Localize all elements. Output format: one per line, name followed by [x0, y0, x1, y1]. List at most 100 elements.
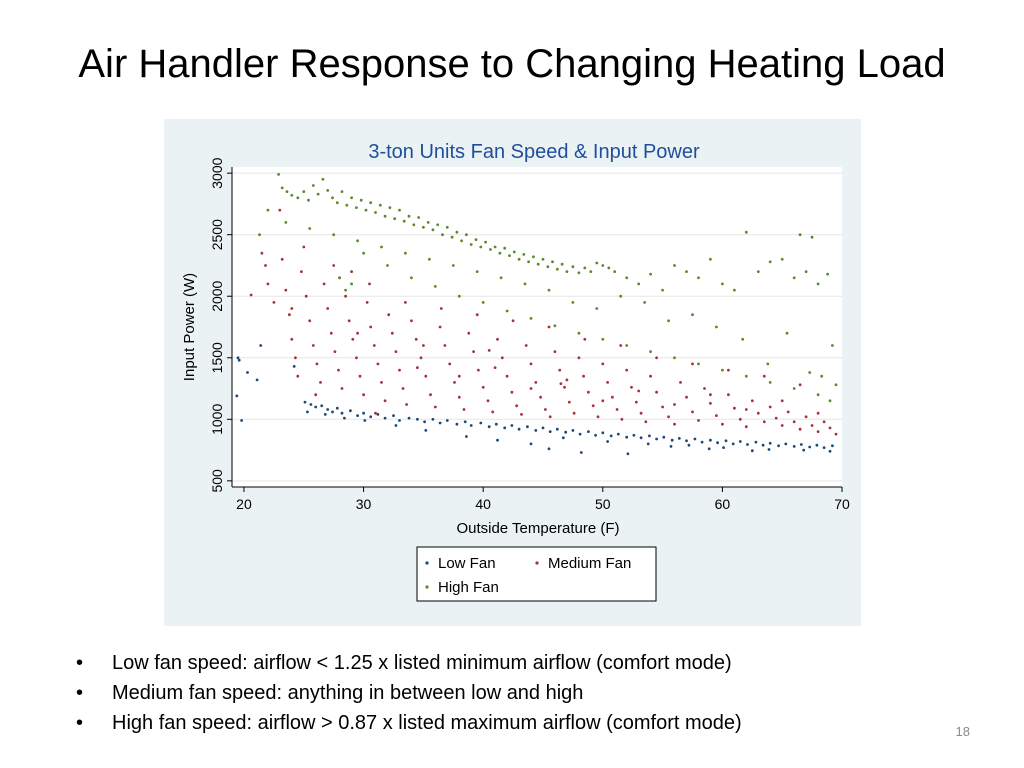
- data-point-high-fan: [302, 190, 306, 193]
- data-point-high-fan: [465, 233, 468, 237]
- data-point-low-fan: [822, 446, 826, 449]
- data-point-high-fan: [804, 270, 808, 273]
- data-point-low-fan: [777, 444, 780, 448]
- data-point-high-fan: [673, 356, 676, 360]
- data-point-low-fan: [362, 411, 365, 415]
- data-point-low-fan: [309, 403, 313, 406]
- data-point-medium-fan: [315, 362, 319, 366]
- data-point-high-fan: [744, 230, 748, 234]
- data-point-high-fan: [643, 301, 646, 304]
- data-point-high-fan: [326, 189, 330, 192]
- data-point-medium-fan: [369, 325, 373, 329]
- data-point-medium-fan: [539, 395, 542, 399]
- data-point-medium-fan: [810, 424, 814, 427]
- data-point-high-fan: [532, 255, 535, 259]
- data-point-medium-fan: [727, 393, 730, 397]
- data-point-low-fan: [236, 356, 240, 360]
- data-point-low-fan: [547, 447, 551, 451]
- data-point-high-fan: [436, 223, 440, 227]
- data-point-medium-fan: [344, 294, 347, 298]
- data-point-low-fan: [526, 425, 529, 429]
- data-point-low-fan: [363, 419, 367, 422]
- data-point-low-fan: [738, 440, 742, 443]
- y-tick-label: 2500: [209, 219, 225, 250]
- data-point-medium-fan: [547, 325, 551, 329]
- data-point-high-fan: [296, 196, 300, 200]
- data-point-medium-fan: [744, 425, 748, 429]
- data-point-low-fan: [802, 448, 806, 452]
- data-point-high-fan: [741, 337, 745, 341]
- data-point-high-fan: [820, 374, 824, 378]
- data-point-medium-fan: [311, 344, 315, 347]
- data-point-low-fan: [754, 440, 758, 444]
- data-point-high-fan: [792, 387, 796, 390]
- data-point-low-fan: [534, 429, 538, 432]
- data-point-low-fan: [541, 426, 545, 430]
- data-point-high-fan: [577, 271, 581, 275]
- x-tick-label: 70: [834, 496, 850, 512]
- data-point-high-fan: [637, 282, 641, 286]
- data-point-low-fan: [394, 424, 398, 427]
- y-tick-label: 2000: [209, 280, 225, 311]
- data-point-medium-fan: [351, 337, 355, 341]
- data-point-medium-fan: [372, 344, 376, 347]
- bullet-list: • Low fan speed: airflow < 1.25 x listed …: [76, 648, 742, 738]
- data-point-high-fan: [493, 245, 497, 249]
- data-point-high-fan: [785, 331, 789, 335]
- data-point-low-fan: [722, 446, 725, 449]
- data-point-low-fan: [517, 427, 521, 431]
- data-point-low-fan: [407, 416, 411, 420]
- data-point-medium-fan: [744, 408, 748, 411]
- data-point-medium-fan: [661, 405, 664, 409]
- x-tick-label: 60: [715, 496, 731, 512]
- data-point-high-fan: [661, 288, 664, 292]
- page-number: 18: [955, 724, 970, 739]
- data-point-low-fan: [431, 417, 435, 421]
- data-point-low-fan: [465, 435, 468, 438]
- data-point-medium-fan: [266, 282, 270, 286]
- data-point-medium-fan: [606, 381, 609, 384]
- data-point-low-fan: [356, 414, 359, 417]
- data-point-low-fan: [340, 411, 344, 415]
- data-point-medium-fan: [414, 337, 418, 341]
- data-point-medium-fan: [620, 417, 624, 421]
- data-point-high-fan: [369, 201, 373, 205]
- data-point-high-fan: [402, 219, 406, 223]
- data-point-high-fan: [595, 261, 599, 265]
- data-point-low-fan: [687, 443, 691, 447]
- data-point-medium-fan: [314, 393, 318, 397]
- y-ticks: 500 1000 1500 2000 2500 3000: [209, 157, 232, 493]
- data-point-low-fan: [616, 432, 620, 436]
- data-point-medium-fan: [762, 374, 766, 378]
- data-point-low-fan: [784, 442, 788, 446]
- data-point-high-fan: [826, 272, 829, 276]
- data-point-medium-fan: [691, 362, 694, 366]
- data-point-low-fan: [606, 440, 609, 443]
- data-point-high-fan: [321, 177, 325, 181]
- data-point-low-fan: [240, 419, 243, 422]
- data-point-high-fan: [522, 253, 526, 256]
- data-point-low-fan: [383, 416, 387, 420]
- data-point-high-fan: [583, 266, 587, 270]
- data-point-low-fan: [335, 406, 339, 410]
- data-point-medium-fan: [619, 344, 623, 347]
- data-point-medium-fan: [308, 319, 312, 323]
- data-point-low-fan: [639, 436, 643, 440]
- data-point-medium-fan: [302, 245, 306, 249]
- data-point-high-fan: [338, 276, 341, 280]
- data-point-medium-fan: [715, 414, 718, 417]
- data-point-high-fan: [667, 319, 670, 323]
- data-point-low-fan: [609, 434, 613, 438]
- data-point-medium-fan: [394, 350, 398, 353]
- data-point-high-fan: [364, 208, 368, 212]
- data-point-high-fan: [831, 344, 834, 347]
- data-point-low-fan: [626, 452, 630, 456]
- data-point-high-fan: [428, 257, 431, 261]
- chart-panel: 20 30 40 50 60 70 500 1000 1500 2000 2500 3000 3-t…: [164, 119, 861, 626]
- data-point-high-fan: [374, 211, 377, 214]
- bullet-item: • Medium fan speed: anything in between l…: [76, 678, 742, 708]
- data-point-high-fan: [356, 239, 359, 243]
- data-point-medium-fan: [798, 383, 802, 387]
- data-point-high-fan: [577, 331, 581, 335]
- data-point-low-fan: [768, 441, 772, 445]
